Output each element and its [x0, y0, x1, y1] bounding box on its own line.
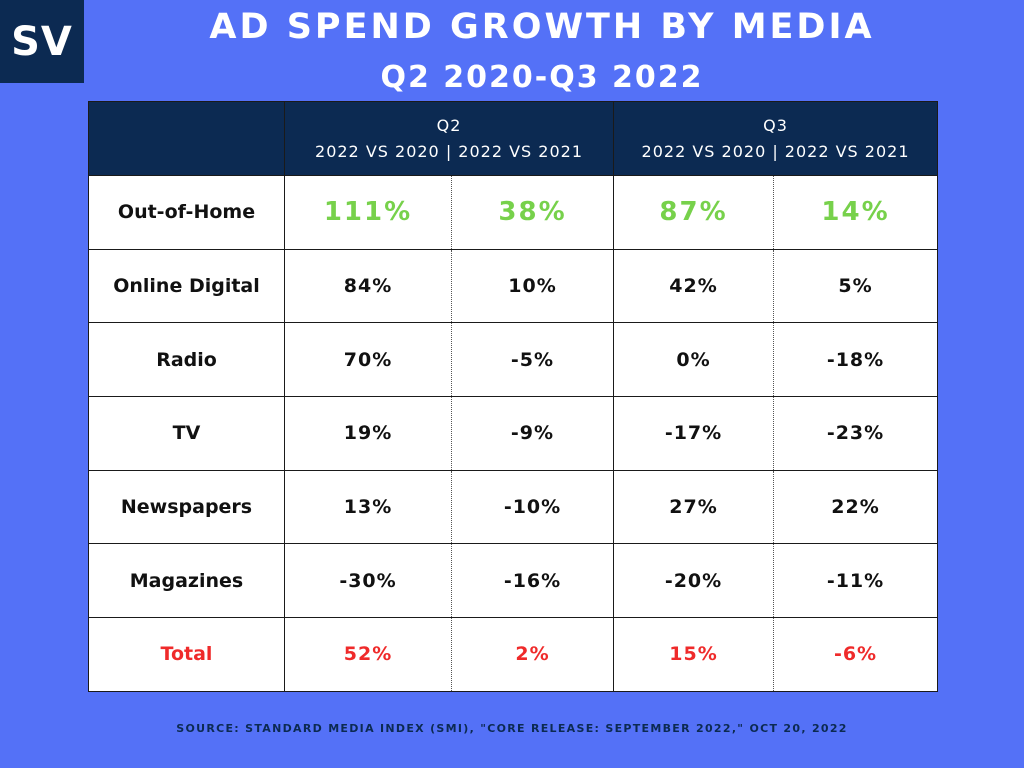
header-q2: Q2 2022 VS 2020 | 2022 VS 2021 — [283, 101, 615, 176]
table-row-online-digital: Online Digital 84% 10% 42% 5% — [88, 248, 939, 324]
table-cell: -20% — [613, 543, 775, 619]
table-cell: 14% — [773, 175, 939, 250]
header-q2-quarter: Q2 — [436, 115, 462, 135]
source-note: SOURCE: STANDARD MEDIA INDEX (SMI), "COR… — [176, 722, 848, 735]
table-cell: 15% — [613, 617, 775, 692]
table-cell: 84% — [284, 248, 452, 324]
chart-title: AD SPEND GROWTH BY MEDIA — [209, 7, 875, 47]
table-row-total: Total 52% 2% 15% -6% — [88, 617, 939, 692]
header-row: Q2 2022 VS 2020 | 2022 VS 2021 Q3 2022 V… — [88, 101, 939, 176]
table-row-radio: Radio 70% -5% 0% -18% — [88, 322, 939, 398]
row-label: Out-of-Home — [88, 175, 285, 250]
table-cell: 5% — [773, 248, 939, 324]
row-label: Total — [88, 617, 285, 692]
table-cell: 0% — [613, 322, 775, 398]
table-row-out-of-home: Out-of-Home 111% 38% 87% 14% — [88, 175, 939, 250]
table-cell: 13% — [284, 469, 452, 545]
row-label: Radio — [88, 322, 285, 398]
table-cell: 52% — [284, 617, 452, 692]
table-cell: -11% — [773, 543, 939, 619]
table-cell: 42% — [613, 248, 775, 324]
table-cell: 27% — [613, 469, 775, 545]
table-row-newspapers: Newspapers 13% -10% 27% 22% — [88, 469, 939, 545]
table-cell: 70% — [284, 322, 452, 398]
table-cell: 111% — [284, 175, 452, 250]
header-q3: Q3 2022 VS 2020 | 2022 VS 2021 — [613, 101, 939, 176]
row-label: TV — [88, 396, 285, 471]
table-cell: 2% — [450, 617, 615, 692]
table-cell: 38% — [450, 175, 615, 250]
table-row-magazines: Magazines -30% -16% -20% -11% — [88, 543, 939, 619]
table-cell: -10% — [450, 469, 615, 545]
table-cell: 22% — [773, 469, 939, 545]
header-q2-comparisons: 2022 VS 2020 | 2022 VS 2021 — [315, 141, 583, 161]
row-label: Online Digital — [88, 248, 285, 324]
header-empty-cell — [88, 101, 285, 176]
table-cell: -6% — [773, 617, 939, 692]
row-label: Magazines — [88, 543, 285, 619]
ad-spend-table: Q2 2022 VS 2020 | 2022 VS 2021 Q3 2022 V… — [88, 101, 939, 692]
table-cell: -5% — [450, 322, 615, 398]
table-cell: -30% — [284, 543, 452, 619]
row-label: Newspapers — [88, 469, 285, 545]
table-cell: -9% — [450, 396, 615, 471]
table-cell: 87% — [613, 175, 775, 250]
table-cell: -17% — [613, 396, 775, 471]
header-q3-quarter: Q3 — [763, 115, 788, 135]
header-q3-comparisons: 2022 VS 2020 | 2022 VS 2021 — [641, 141, 910, 161]
table-cell: 19% — [284, 396, 452, 471]
table-row-tv: TV 19% -9% -17% -23% — [88, 396, 939, 471]
table-cell: -18% — [773, 322, 939, 398]
table-cell: -23% — [773, 396, 939, 471]
table-cell: 10% — [450, 248, 615, 324]
chart-subtitle: Q2 2020-Q3 2022 — [380, 60, 704, 95]
sv-logo: SV — [0, 0, 84, 83]
table-cell: -16% — [450, 543, 615, 619]
